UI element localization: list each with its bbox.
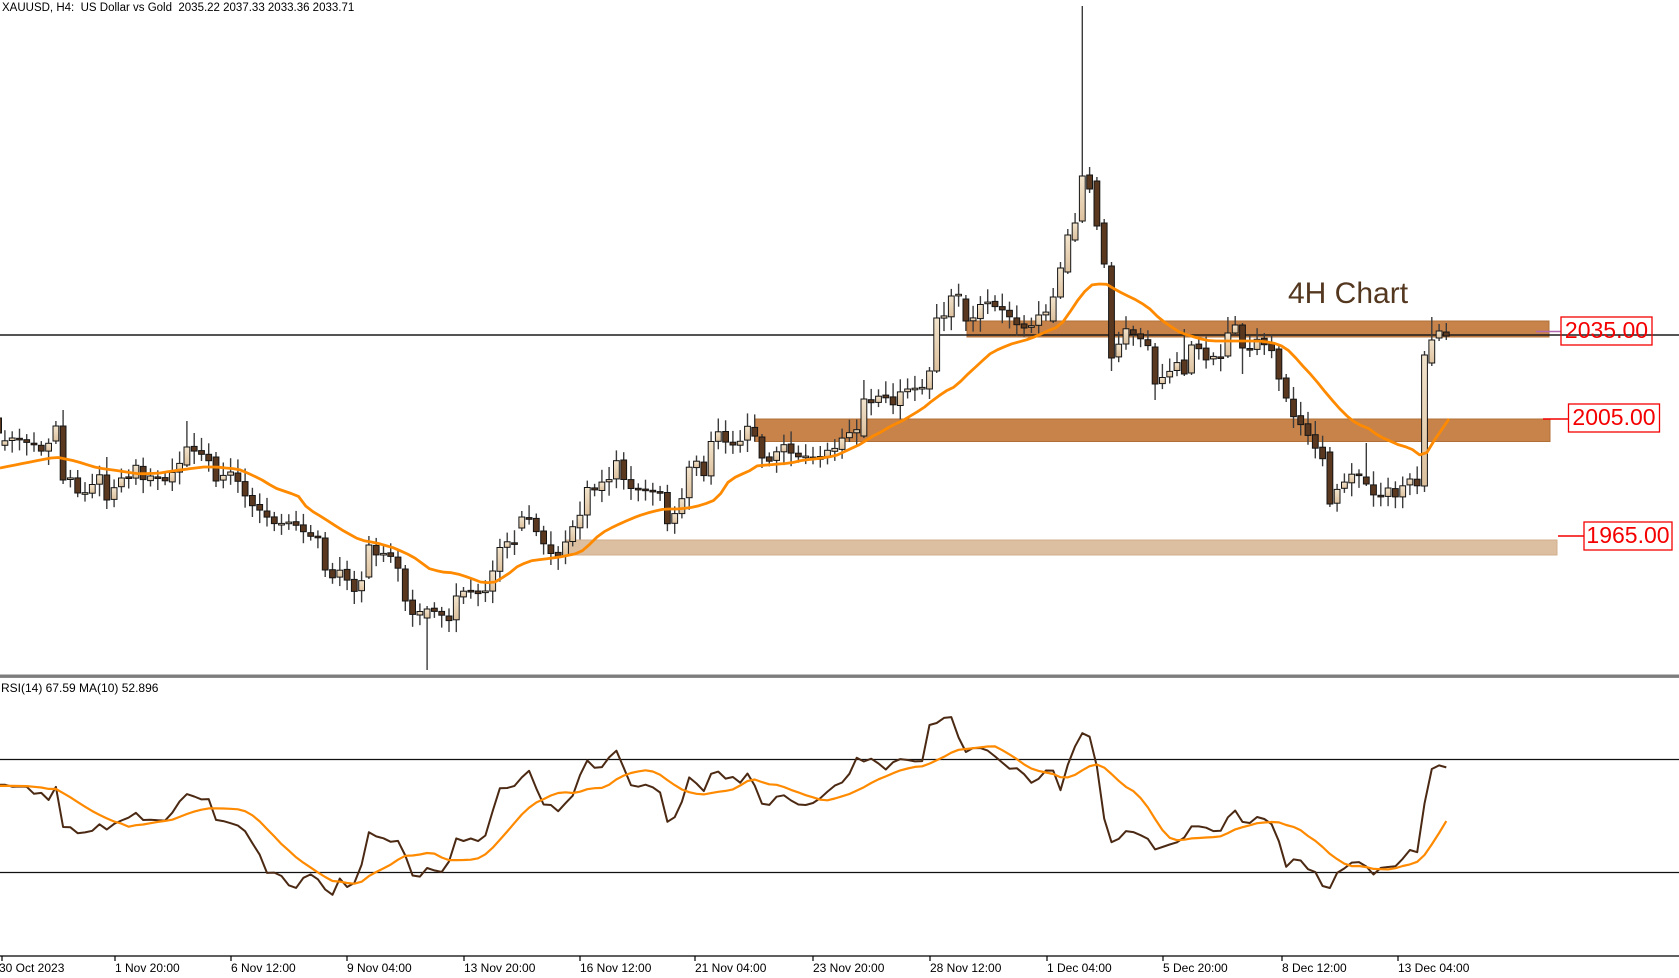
svg-text:9 Nov 04:00: 9 Nov 04:00 <box>347 961 412 975</box>
svg-text:8 Dec 12:00: 8 Dec 12:00 <box>1282 961 1347 975</box>
svg-text:2035.00: 2035.00 <box>1565 317 1648 343</box>
svg-text:1965.00: 1965.00 <box>1586 522 1669 548</box>
svg-text:4H Chart: 4H Chart <box>1288 277 1409 310</box>
svg-text:16 Nov 12:00: 16 Nov 12:00 <box>580 961 652 975</box>
svg-text:28 Nov 12:00: 28 Nov 12:00 <box>930 961 1002 975</box>
svg-text:2005.00: 2005.00 <box>1572 404 1655 430</box>
svg-text:XAUUSD, H4: US Dollar vs Gold: XAUUSD, H4: US Dollar vs Gold 2035.22 20… <box>2 2 354 14</box>
svg-text:RSI(14) 67.59 MA(10) 52.896: RSI(14) 67.59 MA(10) 52.896 <box>1 681 159 695</box>
svg-text:6 Nov 12:00: 6 Nov 12:00 <box>231 961 296 975</box>
svg-text:23 Nov 20:00: 23 Nov 20:00 <box>813 961 885 975</box>
svg-text:13 Dec 04:00: 13 Dec 04:00 <box>1398 961 1470 975</box>
svg-text:30 Oct 2023: 30 Oct 2023 <box>0 961 65 975</box>
svg-text:1 Nov 20:00: 1 Nov 20:00 <box>115 961 180 975</box>
svg-text:21 Nov 04:00: 21 Nov 04:00 <box>695 961 767 975</box>
svg-text:1 Dec 04:00: 1 Dec 04:00 <box>1047 961 1112 975</box>
svg-text:5 Dec 20:00: 5 Dec 20:00 <box>1163 961 1228 975</box>
svg-text:13 Nov 20:00: 13 Nov 20:00 <box>464 961 536 975</box>
